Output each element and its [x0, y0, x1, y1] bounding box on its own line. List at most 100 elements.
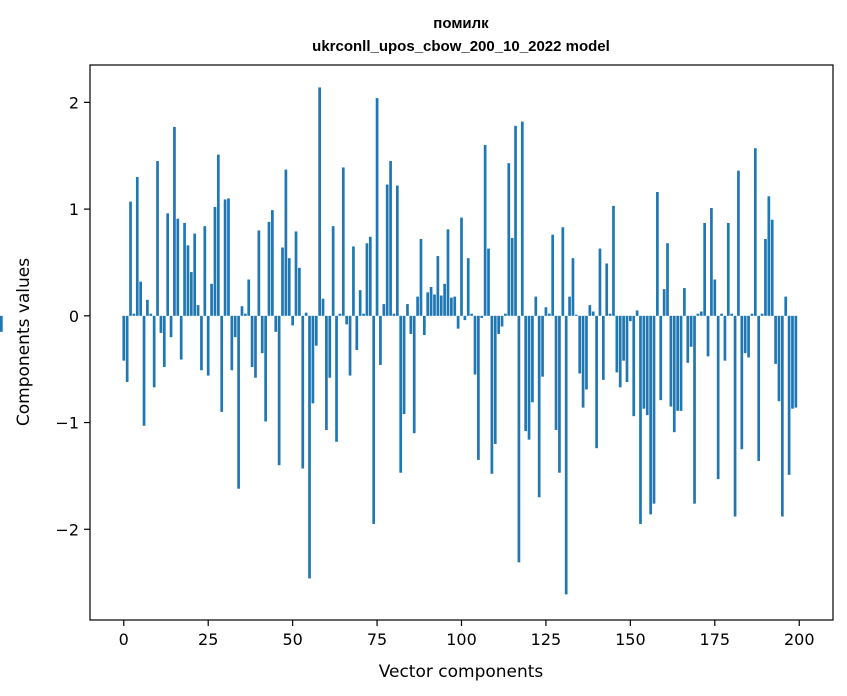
- bar: [240, 306, 244, 316]
- bar: [645, 315, 649, 416]
- bar: [726, 222, 730, 316]
- bar: [436, 256, 440, 316]
- bar: [395, 185, 399, 316]
- bar: [125, 315, 129, 382]
- bar: [466, 258, 470, 316]
- bar: [615, 315, 619, 373]
- bar: [193, 233, 197, 316]
- bar: [139, 281, 143, 316]
- bar: [402, 315, 406, 415]
- bar: [723, 315, 727, 361]
- bar: [162, 315, 166, 368]
- bar: [206, 315, 210, 376]
- bar: [318, 87, 321, 316]
- bar: [679, 315, 683, 411]
- bar: [612, 205, 615, 316]
- bar: [477, 315, 480, 460]
- bar: [152, 315, 156, 388]
- bar: [514, 125, 517, 316]
- bar: [169, 315, 173, 338]
- bar: [760, 313, 764, 316]
- bar: [791, 315, 794, 409]
- bar: [608, 313, 612, 316]
- chart-title: помилк: [433, 15, 489, 32]
- bar: [764, 238, 767, 316]
- bar: [632, 315, 636, 417]
- bar: [311, 315, 315, 404]
- bar: [372, 315, 376, 524]
- bar: [601, 315, 605, 380]
- bar: [362, 313, 365, 316]
- y-tick-label: −1: [55, 414, 79, 433]
- bar: [233, 315, 237, 338]
- bar: [274, 315, 278, 332]
- bar: [352, 246, 355, 316]
- bar: [301, 315, 305, 469]
- bar: [392, 313, 396, 316]
- bar: [446, 229, 450, 316]
- bar: [443, 283, 446, 316]
- bar: [767, 196, 771, 316]
- bar: [132, 313, 136, 316]
- bar: [325, 315, 328, 431]
- bar: [639, 315, 642, 524]
- bar: [574, 314, 578, 316]
- bar: [473, 315, 477, 375]
- bar: [635, 310, 639, 316]
- bar: [625, 315, 629, 382]
- bar: [541, 315, 544, 377]
- bar: [629, 315, 632, 322]
- bar: [0, 315, 3, 332]
- bar: [568, 296, 571, 316]
- bar: [203, 226, 207, 316]
- x-tick-label: 175: [700, 630, 731, 649]
- bar: [439, 295, 443, 316]
- bar: [585, 315, 588, 390]
- bar: [220, 315, 224, 412]
- bar: [564, 315, 568, 595]
- bar: [264, 315, 267, 422]
- bar: [669, 315, 673, 407]
- bar: [750, 313, 754, 316]
- bar: [770, 219, 774, 316]
- x-tick-label: 25: [198, 630, 218, 649]
- bar: [497, 315, 500, 334]
- bar: [662, 289, 666, 316]
- bar: [784, 296, 788, 316]
- bar: [774, 315, 777, 364]
- bar: [777, 315, 781, 402]
- x-tick-label: 0: [119, 630, 129, 649]
- bar: [689, 315, 693, 347]
- bar: [142, 315, 146, 426]
- x-tick-label: 125: [531, 630, 562, 649]
- bar: [578, 315, 582, 374]
- bar: [419, 238, 423, 316]
- bar: [213, 206, 217, 316]
- bar: [223, 199, 227, 316]
- bar: [787, 315, 791, 475]
- x-axis-ticks: 0 25 50 75 100 125 150 175 200: [119, 620, 815, 649]
- x-tick-label: 75: [367, 630, 387, 649]
- bar: [453, 296, 457, 316]
- bar: [216, 154, 220, 316]
- bar: [591, 311, 595, 316]
- bar: [737, 170, 740, 316]
- bar: [200, 315, 203, 371]
- bar: [706, 315, 710, 357]
- bar: [412, 315, 416, 434]
- bar: [571, 258, 575, 316]
- bar: [406, 304, 409, 316]
- bar: [399, 315, 403, 473]
- bar: [642, 315, 646, 409]
- bar: [656, 192, 659, 316]
- bar: [493, 315, 497, 444]
- bar: [186, 245, 190, 316]
- bar: [173, 126, 176, 316]
- bar: [254, 315, 257, 378]
- bar: [166, 213, 170, 316]
- bar: [561, 227, 565, 316]
- bar: [237, 315, 240, 489]
- bar: [149, 313, 153, 316]
- bar: [531, 315, 534, 403]
- x-tick-label: 100: [446, 630, 477, 649]
